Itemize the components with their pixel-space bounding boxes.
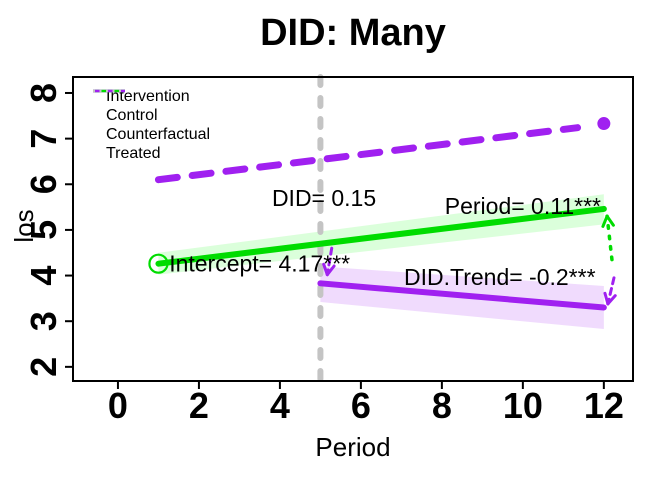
x-tick-label: 10 bbox=[503, 385, 543, 426]
arrow-head-gap-end-up bbox=[601, 214, 609, 228]
legend-item-treated: Treated bbox=[93, 89, 210, 163]
legend-label-control: Control bbox=[106, 107, 158, 124]
legend-swatch-treated bbox=[93, 89, 125, 93]
line-control bbox=[155, 205, 607, 267]
y-tick-label: 3 bbox=[23, 311, 64, 331]
legend-item-counterfactual: Counterfactual bbox=[93, 89, 211, 144]
point-filled-circle bbox=[597, 117, 611, 131]
y-tick-label: 8 bbox=[23, 83, 64, 103]
x-tick-label: 6 bbox=[351, 385, 371, 426]
legend-label-intervention: Intervention bbox=[106, 88, 190, 105]
y-tick-label: 5 bbox=[23, 220, 64, 240]
y-tick-label: 6 bbox=[23, 174, 64, 194]
annotation-did: DID= 0.15 bbox=[272, 185, 376, 211]
arrow-gap-end-down bbox=[606, 276, 616, 306]
x-tick-label: 12 bbox=[584, 385, 624, 426]
annotation-did-trend: DID.Trend= -0.2*** bbox=[404, 264, 596, 290]
legend-label-treated: Treated bbox=[106, 145, 161, 162]
x-axis-label: Period bbox=[315, 432, 391, 462]
arrow-head-did-gap-start bbox=[322, 262, 329, 277]
y-tick-label: 4 bbox=[23, 266, 64, 286]
annotation-intercept: Intercept= 4.17*** bbox=[169, 251, 350, 277]
x-tick-label: 8 bbox=[432, 385, 452, 426]
arrow-did-gap-start bbox=[325, 246, 334, 277]
legend-label-counterfactual: Counterfactual bbox=[106, 126, 211, 143]
line-counterfactual bbox=[154, 124, 582, 184]
arrow-head-gap-end-down bbox=[606, 294, 617, 306]
point-open-circle bbox=[148, 253, 169, 274]
arrow-head-gap-end-down bbox=[603, 291, 610, 306]
x-tick-label: 2 bbox=[189, 385, 209, 426]
chart-title: DID: Many bbox=[260, 12, 446, 54]
y-tick-label: 2 bbox=[23, 357, 64, 377]
arrow-head-gap-end-up bbox=[605, 214, 615, 227]
y-axis-label: los bbox=[9, 209, 39, 243]
legend-item-control: Control bbox=[93, 89, 210, 125]
x-tick-label: 0 bbox=[108, 385, 128, 426]
legend: Intervention Control Counterfactual Treated bbox=[93, 87, 210, 163]
annotation-period: Period= 0.11*** bbox=[445, 193, 601, 219]
y-tick-label: 7 bbox=[23, 129, 64, 149]
x-tick-label: 4 bbox=[270, 385, 290, 426]
arrow-gap-end-up bbox=[605, 214, 614, 262]
line-intervention bbox=[317, 280, 607, 311]
arrow-head-did-gap-start bbox=[325, 264, 336, 277]
